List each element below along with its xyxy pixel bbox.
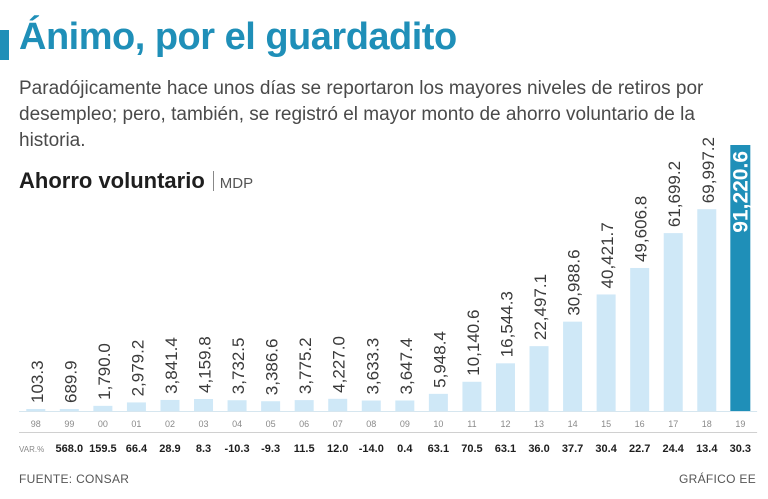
year-tick-label: 11 <box>467 419 476 429</box>
header: Ánimo, por el guardadito <box>0 8 768 64</box>
year-tick-label: 15 <box>601 419 611 429</box>
chart-title: Ahorro voluntario <box>19 168 205 193</box>
value-label: 3,775.2 <box>296 337 315 394</box>
var-pct-label: VAR.% <box>19 445 44 454</box>
bar <box>160 399 180 411</box>
value-label: 3,732.5 <box>229 338 248 395</box>
var-pct-value: 36.0 <box>528 443 549 455</box>
bar <box>59 409 79 411</box>
page-title: Ánimo, por el guardadito <box>19 16 457 58</box>
var-pct-value: 159.5 <box>89 443 117 455</box>
var-pct-value: 66.4 <box>126 443 148 455</box>
bar <box>26 409 46 411</box>
year-tick-label: 06 <box>299 419 309 429</box>
bar <box>663 233 683 411</box>
bar <box>529 346 549 411</box>
value-label: 61,699.2 <box>665 161 684 227</box>
bar <box>462 381 482 411</box>
title-accent-bar <box>0 30 9 60</box>
value-label: 40,421.7 <box>598 222 617 288</box>
bar <box>328 398 348 411</box>
bar <box>730 145 751 411</box>
var-pct-value: 11.5 <box>294 443 315 455</box>
bar <box>227 400 247 411</box>
year-tick-label: 13 <box>534 419 544 429</box>
value-label: 10,140.6 <box>464 310 483 376</box>
year-tick-label: 18 <box>702 419 712 429</box>
chart-header: Ahorro voluntario MDP <box>19 168 253 194</box>
value-label: 3,647.4 <box>397 338 416 395</box>
bar <box>596 294 616 411</box>
value-label: 2,979.2 <box>128 340 147 397</box>
bar <box>194 399 214 411</box>
bar <box>93 405 113 411</box>
value-label: 103.3 <box>28 360 47 403</box>
chart-title-separator <box>212 171 214 191</box>
var-pct-value: 24.4 <box>663 443 685 455</box>
year-tick-label: 98 <box>31 419 41 429</box>
value-label: 49,606.8 <box>632 196 651 262</box>
value-label: 689.9 <box>61 360 80 403</box>
year-tick-label: 99 <box>64 419 74 429</box>
chart-unit: MDP <box>219 175 254 192</box>
value-label: 91,220.6 <box>729 151 752 233</box>
year-tick-label: 00 <box>98 419 108 429</box>
value-label: 4,159.8 <box>196 336 215 393</box>
year-tick-label: 12 <box>500 419 510 429</box>
year-tick-label: 07 <box>333 419 343 429</box>
bar <box>697 209 717 411</box>
year-tick-label: 04 <box>232 419 242 429</box>
var-pct-value: 30.4 <box>595 443 617 455</box>
var-pct-value: 12.0 <box>327 443 348 455</box>
var-pct-value: 8.3 <box>196 443 211 455</box>
value-label: 22,497.1 <box>531 274 550 340</box>
var-pct-value: 63.1 <box>495 443 516 455</box>
value-label: 5,948.4 <box>430 331 449 388</box>
year-tick-label: 16 <box>635 419 645 429</box>
var-pct-value: 0.4 <box>397 443 413 455</box>
page-subtitle: Paradójicamente hace unos días se report… <box>19 78 704 151</box>
value-label: 1,790.0 <box>95 343 114 400</box>
var-pct-value: -9.3 <box>261 443 280 455</box>
bar <box>428 393 448 411</box>
bar <box>261 401 281 411</box>
year-tick-label: 17 <box>668 419 678 429</box>
var-pct-value: 22.7 <box>629 443 650 455</box>
bar <box>361 400 381 411</box>
var-pct-value: 63.1 <box>428 443 449 455</box>
var-pct-value: 30.3 <box>730 443 751 455</box>
year-tick-label: 09 <box>400 419 410 429</box>
source-note: FUENTE: CONSAR <box>19 472 130 486</box>
bar <box>395 400 415 411</box>
bar <box>294 400 314 411</box>
graphic-credit: GRÁFICO EE <box>678 472 756 486</box>
value-label: 30,988.6 <box>565 249 584 315</box>
var-pct-value: 28.9 <box>159 443 180 455</box>
bar <box>630 267 650 411</box>
var-pct-value: -14.0 <box>359 443 384 455</box>
bar <box>495 363 515 411</box>
year-tick-label: 14 <box>568 419 578 429</box>
var-pct-value: 13.4 <box>696 443 718 455</box>
value-label: 16,544.3 <box>497 291 516 357</box>
var-pct-value: -10.3 <box>225 443 250 455</box>
year-tick-label: 03 <box>199 419 209 429</box>
year-tick-label: 05 <box>266 419 276 429</box>
value-label: 3,386.6 <box>263 339 282 396</box>
bar <box>126 402 146 411</box>
year-tick-label: 19 <box>735 419 745 429</box>
year-tick-label: 01 <box>131 419 141 429</box>
value-label: 3,633.3 <box>363 338 382 395</box>
bar <box>563 321 583 411</box>
value-label: 69,997.2 <box>699 137 718 203</box>
value-label: 3,841.4 <box>162 337 181 394</box>
year-tick-label: 08 <box>366 419 376 429</box>
var-pct-value: 70.5 <box>461 443 482 455</box>
year-tick-label: 10 <box>433 419 443 429</box>
year-tick-label: 02 <box>165 419 175 429</box>
value-label: 4,227.0 <box>330 336 349 393</box>
var-pct-value: 37.7 <box>562 443 583 455</box>
var-pct-value: 568.0 <box>56 443 84 455</box>
